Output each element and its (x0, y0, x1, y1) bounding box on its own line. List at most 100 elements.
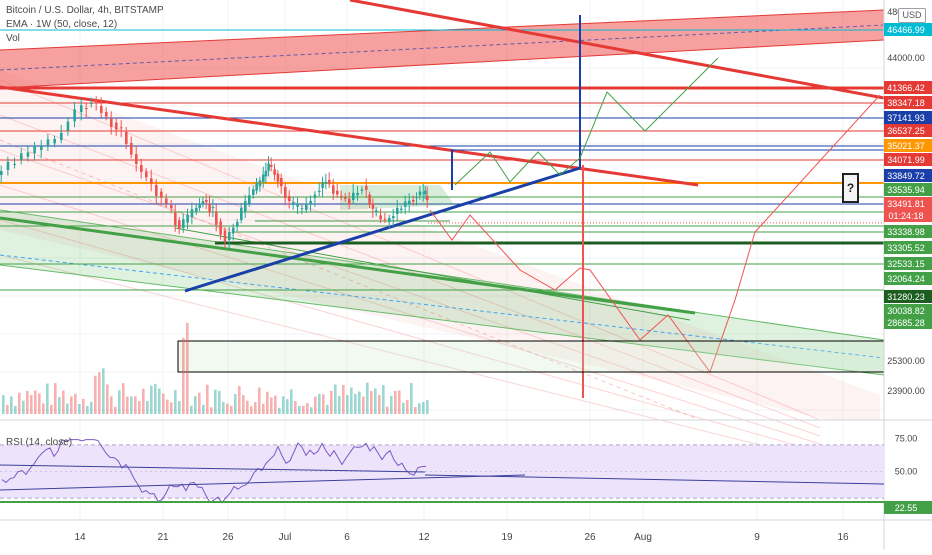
price-label-text: 01:24:18 (888, 211, 923, 221)
ema-indicator-label[interactable]: EMA · 1W (50, close, 12) (6, 19, 118, 30)
volume-bar (18, 392, 21, 414)
candle-body (232, 227, 235, 234)
volume-bar (94, 375, 97, 414)
volume-bar (318, 393, 321, 414)
volume-bar (138, 401, 141, 414)
candle-body (208, 204, 211, 213)
volume-bar (266, 391, 269, 414)
volume-bar (350, 387, 353, 414)
candle-body (195, 207, 198, 212)
candle-body (300, 208, 304, 210)
candle-body (110, 118, 113, 127)
volume-bar (186, 322, 189, 414)
price-label-tag (884, 290, 932, 303)
candle-body (125, 132, 128, 145)
volume-bar (426, 400, 429, 414)
volume-bar (270, 397, 273, 414)
candle-body (365, 186, 368, 190)
volume-bar (214, 389, 217, 414)
volume-bar (330, 390, 333, 414)
candle-body (418, 191, 422, 196)
candle-body (379, 215, 382, 220)
candle-body (130, 143, 133, 155)
volume-bar (70, 396, 73, 414)
volume-bar (278, 407, 281, 414)
volume-bar (158, 388, 161, 414)
volume-bar (234, 394, 237, 414)
candle-body (105, 112, 108, 117)
candle-body (80, 105, 83, 112)
volume-bar (386, 406, 389, 414)
price-label-tag (884, 139, 932, 152)
candle-body (292, 202, 295, 205)
price-label-tag (884, 209, 932, 222)
candle-body (252, 189, 255, 195)
volume-bar (358, 391, 361, 414)
question-annotation[interactable]: ? (842, 173, 859, 203)
volume-bar (110, 396, 113, 414)
volume-bar (322, 394, 325, 414)
candle-body (211, 207, 215, 209)
candle-body (267, 163, 270, 171)
candle-body (135, 154, 138, 164)
rsi-label[interactable]: RSI (14, close) (6, 437, 73, 448)
currency-button[interactable]: USD (898, 8, 926, 23)
candle-body (228, 232, 231, 240)
volume-bar (154, 383, 157, 414)
candle-body (426, 195, 429, 201)
volume-bar (78, 404, 81, 414)
candle-body (273, 169, 276, 175)
price-label-text: 41366.42 (887, 83, 925, 93)
time-axis-tick-label: 26 (584, 532, 596, 543)
volume-label[interactable]: Vol (6, 33, 20, 44)
volume-bar (182, 337, 185, 414)
volume-bar (218, 390, 221, 414)
price-label-tag (884, 316, 932, 329)
volume-bar (122, 383, 125, 414)
candle-body (383, 218, 387, 220)
candle-body (186, 214, 189, 223)
volume-bar (118, 390, 121, 414)
volume-bar (194, 396, 197, 414)
candle-body (412, 200, 415, 202)
volume-bar (166, 399, 169, 414)
candle-body (205, 200, 208, 203)
candle-body (296, 203, 299, 207)
candle-body (424, 190, 427, 195)
candle-body (422, 192, 425, 194)
volume-bar (246, 400, 249, 414)
pink-fan-line (0, 79, 821, 421)
candle-body (248, 195, 251, 204)
volume-bar (198, 392, 201, 414)
volume-bar (394, 390, 397, 414)
candle-body (100, 106, 103, 113)
price-label-text: 30038.82 (887, 306, 925, 316)
volume-bar (406, 399, 409, 414)
volume-bar (202, 404, 205, 414)
red-descending-trendline-upper (349, 0, 885, 100)
candle-body (392, 216, 395, 218)
price-label-tag (884, 96, 932, 109)
candle-body (356, 192, 359, 196)
green-descending-channel (0, 210, 884, 375)
time-axis-tick-label: 19 (501, 532, 513, 543)
volume-bar (90, 401, 93, 414)
candle-body (150, 178, 153, 184)
candle-body (305, 203, 308, 210)
volume-bar (82, 398, 85, 414)
volume-bar (102, 368, 105, 414)
candle-body (258, 180, 262, 187)
price-label-tag (884, 169, 932, 182)
volume-bar (126, 396, 129, 414)
volume-bar (378, 394, 381, 414)
green-trendline-thick (0, 216, 696, 315)
candle-body (332, 185, 335, 194)
time-axis-tick-label: 26 (222, 532, 234, 543)
volume-bar (150, 385, 153, 414)
candle-body (46, 139, 50, 147)
price-label-tag (884, 81, 932, 94)
price-label-tag (884, 197, 932, 210)
symbol-title: Bitcoin / U.S. Dollar, 4h, BITSTAMP (6, 5, 164, 16)
